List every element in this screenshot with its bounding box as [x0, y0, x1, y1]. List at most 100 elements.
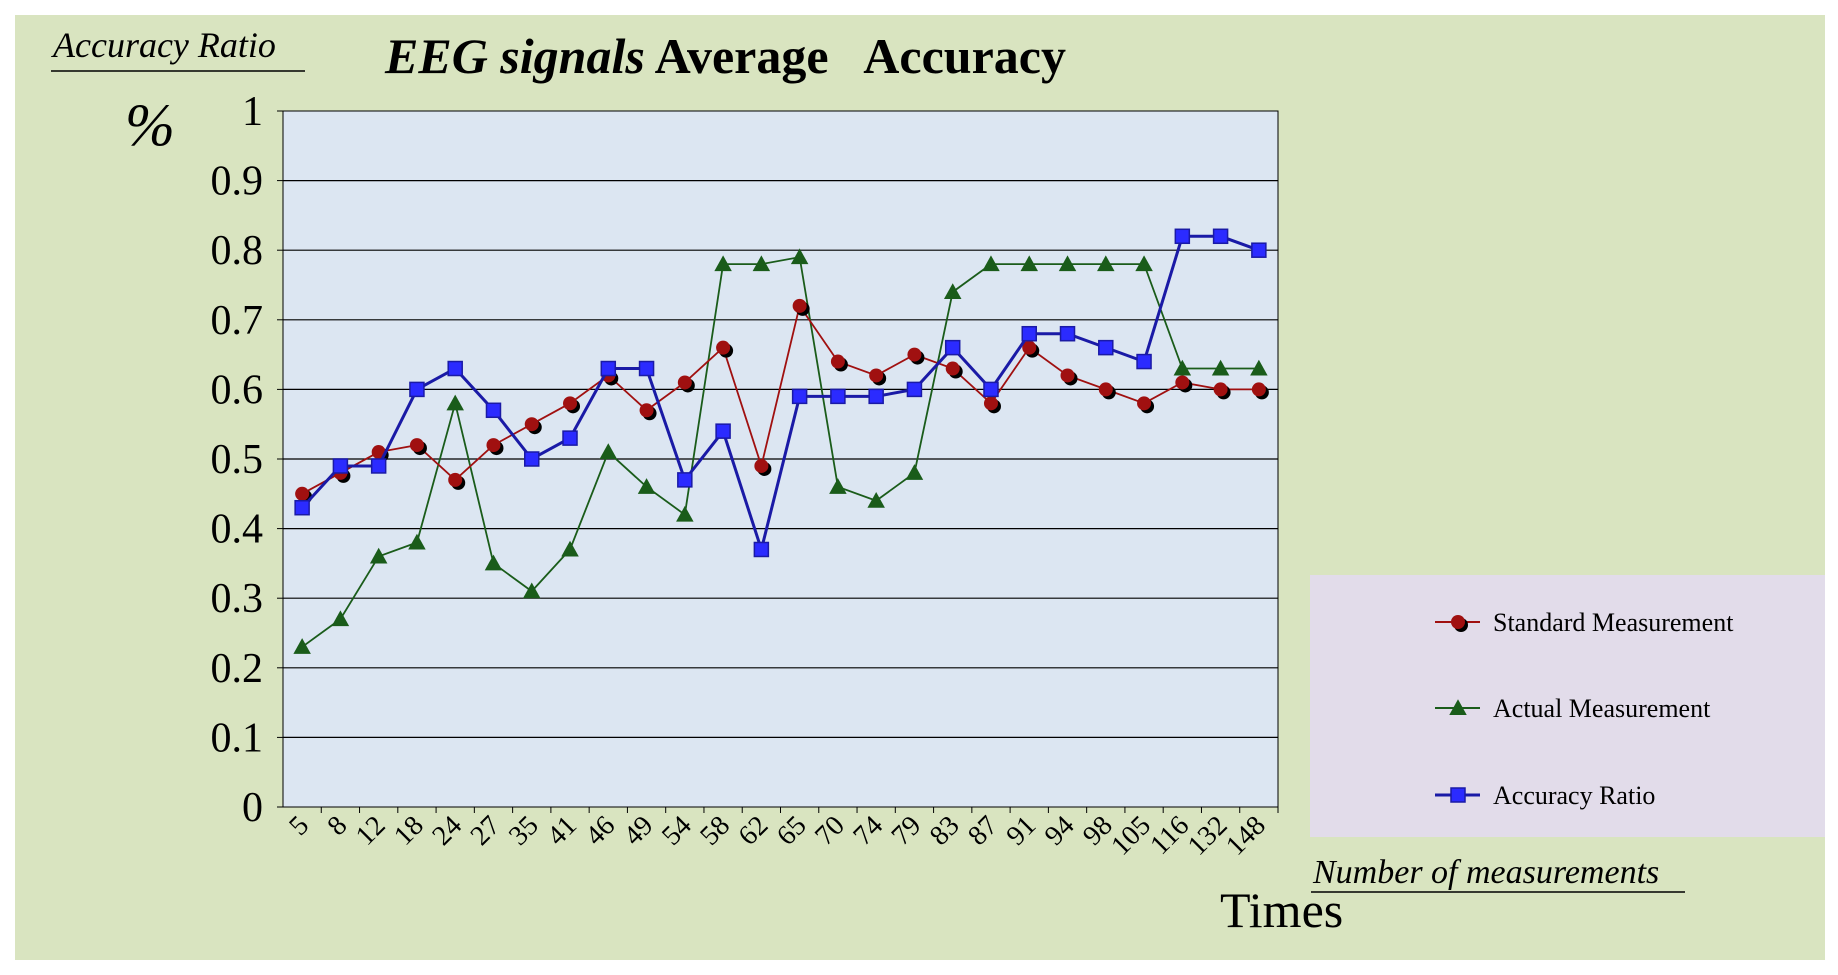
data-point [485, 402, 502, 419]
data-point [638, 360, 655, 377]
data-point [716, 340, 731, 355]
data-point [1451, 615, 1465, 629]
data-point [791, 388, 808, 405]
data-point [715, 423, 731, 439]
x-axis-label: Times [1220, 882, 1343, 938]
data-point [792, 298, 807, 313]
data-point [1213, 382, 1228, 397]
data-point [983, 396, 998, 411]
data-point [409, 381, 425, 398]
data-point [677, 472, 693, 488]
y-tick-labels: 0 0.1 0.2 0.3 0.4 0.5 0.6 0.7 0.8 0.9 1 [211, 89, 264, 831]
data-point [409, 438, 424, 453]
data-point [907, 347, 922, 362]
data-point [1251, 242, 1267, 258]
data-point [331, 610, 350, 627]
data-point [1211, 359, 1230, 376]
y-tick-label: 0.2 [211, 646, 264, 692]
data-point [1449, 699, 1467, 715]
data-point [486, 438, 501, 453]
data-point [1020, 255, 1038, 272]
chart-frame: Accuracy Ratio EEG signals Average Accur… [15, 15, 1825, 960]
data-point [1174, 228, 1191, 245]
data-point [754, 458, 769, 473]
data-point [637, 478, 656, 494]
series-accuracy-ratio [294, 228, 1267, 558]
data-point [484, 554, 503, 571]
chart-title-rest: Average Accuracy [645, 28, 1066, 84]
y-axis-unit: % [125, 92, 175, 158]
legend: Standard Measurement Actual Measurement Ac… [1435, 608, 1734, 810]
data-point [639, 403, 654, 418]
data-point [906, 381, 923, 398]
data-point [1450, 787, 1466, 803]
series-line [301, 256, 1259, 648]
legend-item: Actual Measurement [1435, 694, 1711, 723]
legend-label: Accuracy Ratio [1493, 781, 1655, 810]
legend-item: Accuracy Ratio [1435, 781, 1655, 810]
legend-label: Actual Measurement [1493, 694, 1711, 723]
data-point [868, 388, 884, 405]
data-point [944, 339, 961, 356]
data-point [448, 472, 463, 487]
y-tick-label: 0.7 [211, 298, 264, 344]
data-point [447, 360, 463, 377]
data-point [830, 354, 845, 369]
data-point [295, 486, 310, 501]
data-point [1136, 353, 1152, 370]
data-point [1173, 359, 1192, 376]
data-point [294, 499, 310, 516]
data-point [1060, 368, 1075, 383]
data-point [1137, 396, 1152, 411]
y-tick-label: 0.9 [211, 159, 264, 205]
data-point [829, 478, 847, 494]
data-point [1175, 375, 1190, 390]
y-tick-label: 0.6 [211, 367, 264, 413]
data-point [1250, 359, 1268, 376]
data-point [332, 458, 349, 474]
data-point [676, 505, 694, 522]
data-point [370, 458, 387, 474]
legend-item: Standard Measurement [1435, 608, 1734, 637]
y-axis-caption: Accuracy Ratio [51, 25, 276, 65]
data-point [1022, 340, 1037, 355]
data-point [600, 360, 617, 377]
y-tick-label: 0.4 [211, 507, 264, 553]
data-point [830, 388, 846, 405]
data-point [869, 368, 884, 383]
data-point [943, 283, 962, 299]
y-tick-label: 0.1 [211, 715, 264, 761]
y-tick-label: 0.3 [211, 576, 264, 622]
y-tick-label: 0.8 [211, 228, 264, 274]
chart-title-italic: EEG signals [384, 28, 645, 84]
data-point [293, 638, 311, 654]
data-point [1098, 339, 1114, 356]
data-point [1212, 228, 1229, 245]
legend-box [1310, 575, 1825, 837]
data-point [905, 464, 924, 480]
x-axis-caption: Number of measurements [1312, 854, 1659, 891]
chart-title: EEG signals Average Accuracy [384, 28, 1066, 84]
data-point [599, 443, 618, 460]
data-point [1021, 325, 1037, 342]
data-point [982, 255, 1000, 272]
data-point [524, 417, 539, 432]
data-point [563, 396, 578, 411]
series-layer [293, 228, 1269, 654]
data-point [1059, 325, 1076, 342]
data-point [1135, 255, 1153, 272]
data-point [408, 533, 426, 550]
data-point [1097, 255, 1115, 272]
data-point [677, 375, 692, 390]
data-point [945, 361, 960, 376]
data-point [753, 541, 770, 558]
data-point [369, 547, 388, 564]
y-tick-label: 0 [242, 785, 263, 831]
data-point [790, 248, 809, 265]
data-point [561, 540, 579, 557]
data-point [523, 582, 541, 599]
data-point [1251, 382, 1266, 397]
chart: Accuracy Ratio EEG signals Average Accur… [15, 15, 1825, 960]
data-point [524, 451, 540, 467]
data-point [446, 394, 464, 411]
